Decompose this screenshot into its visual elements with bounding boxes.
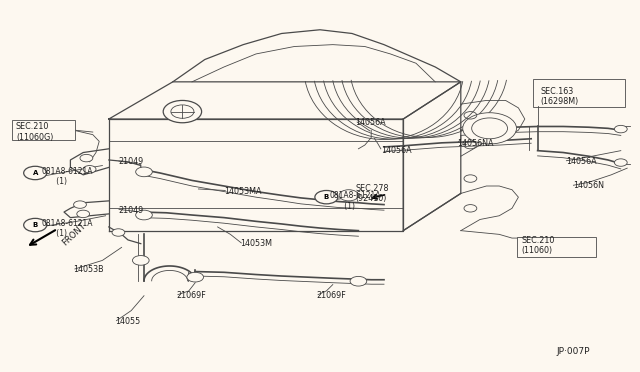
- Circle shape: [80, 154, 93, 162]
- Text: 081A8-6121A
      (1): 081A8-6121A (1): [42, 167, 93, 186]
- Text: 21069F: 21069F: [176, 291, 205, 300]
- Circle shape: [132, 256, 149, 265]
- Text: SEC.163
(16298M): SEC.163 (16298M): [541, 87, 579, 106]
- Text: 21069F: 21069F: [317, 291, 346, 300]
- Text: 081A8-6121A
      (1): 081A8-6121A (1): [42, 219, 93, 238]
- Circle shape: [136, 167, 152, 177]
- Text: 21049: 21049: [118, 206, 143, 215]
- Circle shape: [77, 210, 90, 218]
- Circle shape: [350, 276, 367, 286]
- Circle shape: [315, 190, 338, 204]
- Text: 14056A: 14056A: [566, 157, 597, 166]
- Circle shape: [74, 201, 86, 208]
- Circle shape: [614, 159, 627, 166]
- Circle shape: [112, 229, 125, 236]
- Text: 14056NA: 14056NA: [458, 139, 494, 148]
- Text: 14053B: 14053B: [74, 265, 104, 274]
- FancyBboxPatch shape: [12, 120, 75, 140]
- Text: 081A8-6121A
      (1): 081A8-6121A (1): [330, 191, 381, 211]
- Circle shape: [24, 166, 47, 180]
- Text: B: B: [33, 222, 38, 228]
- Circle shape: [163, 100, 202, 123]
- Circle shape: [463, 113, 516, 144]
- Text: 14055: 14055: [115, 317, 140, 326]
- Text: 14053MA: 14053MA: [224, 187, 262, 196]
- Text: 14056A: 14056A: [381, 146, 412, 155]
- FancyBboxPatch shape: [533, 79, 625, 107]
- Text: 14053M: 14053M: [240, 239, 272, 248]
- Circle shape: [187, 272, 204, 282]
- Text: 14056N: 14056N: [573, 182, 604, 190]
- Text: SEC.210
(11060G): SEC.210 (11060G): [16, 122, 53, 142]
- Circle shape: [24, 218, 47, 232]
- Circle shape: [83, 166, 96, 173]
- Circle shape: [136, 210, 152, 220]
- Text: JP·007P: JP·007P: [557, 347, 590, 356]
- Text: SEC.210
(11060): SEC.210 (11060): [522, 236, 555, 255]
- Text: 14056A: 14056A: [355, 118, 386, 127]
- Text: FRONT: FRONT: [61, 221, 88, 247]
- Circle shape: [339, 190, 358, 201]
- Text: SEC.278
(92410): SEC.278 (92410): [355, 184, 388, 203]
- Text: A: A: [33, 170, 38, 176]
- FancyBboxPatch shape: [517, 237, 596, 257]
- Text: 21049: 21049: [118, 157, 143, 166]
- Circle shape: [614, 125, 627, 133]
- Text: B: B: [324, 194, 329, 200]
